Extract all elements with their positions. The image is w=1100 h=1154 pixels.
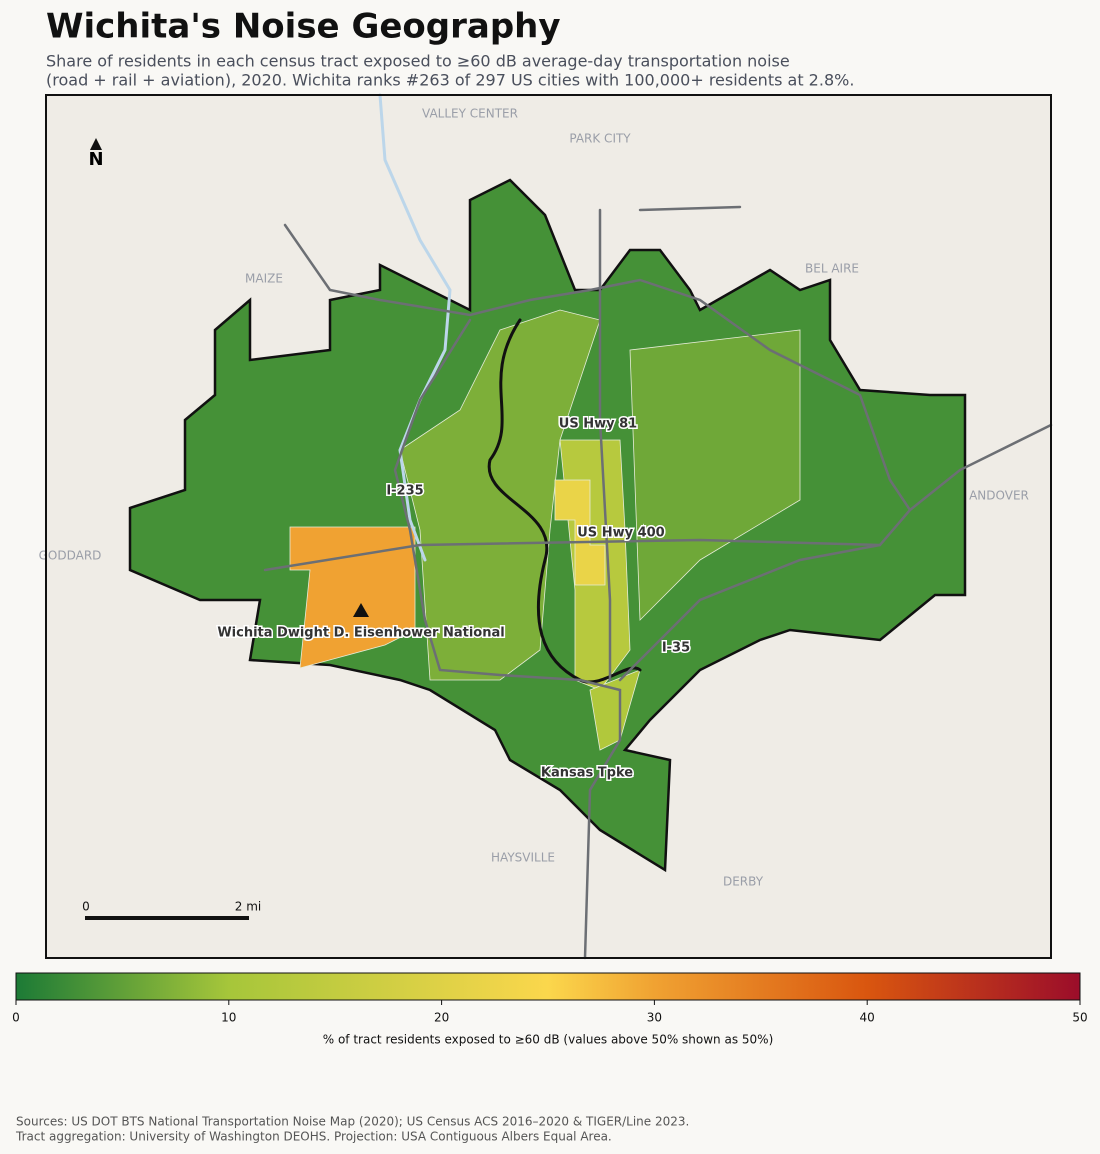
colorbar-tick-label: 10: [221, 1011, 236, 1025]
place-label: MAIZE: [245, 272, 283, 286]
place-label: HAYSVILLE: [491, 851, 555, 865]
road-label: US Hwy 400: [577, 526, 664, 541]
north-arrow: [90, 138, 102, 150]
river: [378, 93, 452, 562]
tract-region: [629, 329, 801, 621]
road-label: Kansas Tpke: [541, 766, 633, 781]
highway: [598, 205, 882, 682]
colorbar-ticks: 0 10 20 30 40 50: [12, 1000, 1088, 1025]
colorbar-label: % of tract residents exposed to ≥60 dB (…: [323, 1033, 774, 1047]
colorbar-tick-label: 0: [12, 1011, 20, 1025]
colorbar-tick-label: 20: [434, 1011, 449, 1025]
colorbar: [15, 972, 1081, 1001]
road-label: I-35: [662, 641, 690, 656]
subtitle: (road + rail + aviation), 2020. Wichita …: [46, 71, 854, 90]
road-label: US Hwy 81: [559, 417, 637, 432]
north-label: N: [88, 149, 103, 170]
sources: Tract aggregation: University of Washing…: [15, 1130, 612, 1144]
map-frame: [45, 94, 1052, 959]
highway: [283, 223, 1053, 512]
place-label: VALLEY CENTER: [422, 107, 518, 121]
regions: [128, 178, 967, 873]
map-labels: VALLEY CENTER PARK CITY MAIZE BEL AIRE ANDOV…: [39, 107, 1029, 889]
highway: [263, 508, 912, 572]
features: [263, 93, 1053, 960]
colorbar-tick-label: 50: [1072, 1011, 1087, 1025]
subtitle: Share of residents in each census tract …: [46, 52, 790, 71]
place-label: PARK CITY: [569, 132, 631, 146]
scale-label: 0: [82, 900, 90, 914]
sources: Sources: US DOT BTS National Transportat…: [16, 1115, 689, 1129]
place-label: DERBY: [723, 875, 764, 889]
scale-label: 2 mi: [235, 900, 261, 914]
place-label: GODDARD: [39, 549, 102, 563]
road-label: I-235: [386, 484, 423, 499]
highway: [393, 318, 622, 960]
airport-label: Wichita Dwight D. Eisenhower National: [217, 626, 504, 641]
colorbar-tick-label: 40: [860, 1011, 875, 1025]
colorbar-tick-label: 30: [647, 1011, 662, 1025]
airport-marker: [353, 603, 369, 617]
tract-region: [289, 526, 416, 669]
place-label: BEL AIRE: [805, 262, 859, 276]
title: Wichita's Noise Geography: [46, 7, 561, 47]
place-label: ANDOVER: [969, 489, 1029, 503]
tract-region: [554, 479, 606, 586]
